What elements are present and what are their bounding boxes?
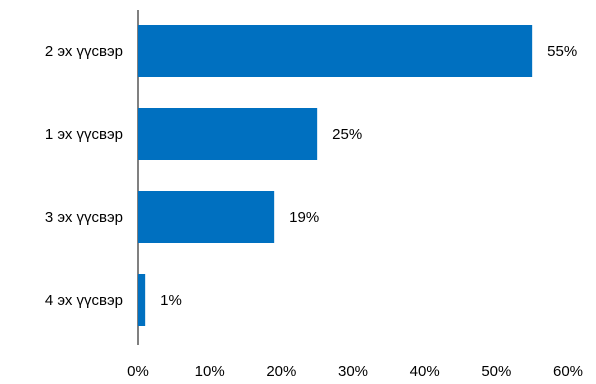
x-tick-label-7: 60% bbox=[553, 363, 583, 380]
value-label-2: 25% bbox=[332, 126, 362, 143]
x-tick-label-2: 10% bbox=[195, 363, 225, 380]
value-label-4: 1% bbox=[160, 292, 182, 309]
bar-4 bbox=[138, 274, 146, 326]
value-label-1: 55% bbox=[547, 43, 577, 60]
x-tick-label-6: 50% bbox=[481, 363, 511, 380]
bar-2 bbox=[138, 108, 318, 160]
x-tick-label-4: 30% bbox=[338, 363, 368, 380]
category-label-4: 4 эх үүсвэр bbox=[45, 292, 123, 309]
x-tick-label-5: 40% bbox=[410, 363, 440, 380]
bar-3 bbox=[138, 191, 275, 243]
value-label-3: 19% bbox=[289, 209, 319, 226]
bar-1 bbox=[138, 25, 533, 77]
x-tick-label-3: 20% bbox=[266, 363, 296, 380]
category-label-1: 2 эх үүсвэр bbox=[45, 43, 123, 60]
category-label-3: 3 эх үүсвэр bbox=[45, 209, 123, 226]
category-label-2: 1 эх үүсвэр bbox=[45, 126, 123, 143]
x-tick-label-1: 0% bbox=[127, 363, 149, 380]
